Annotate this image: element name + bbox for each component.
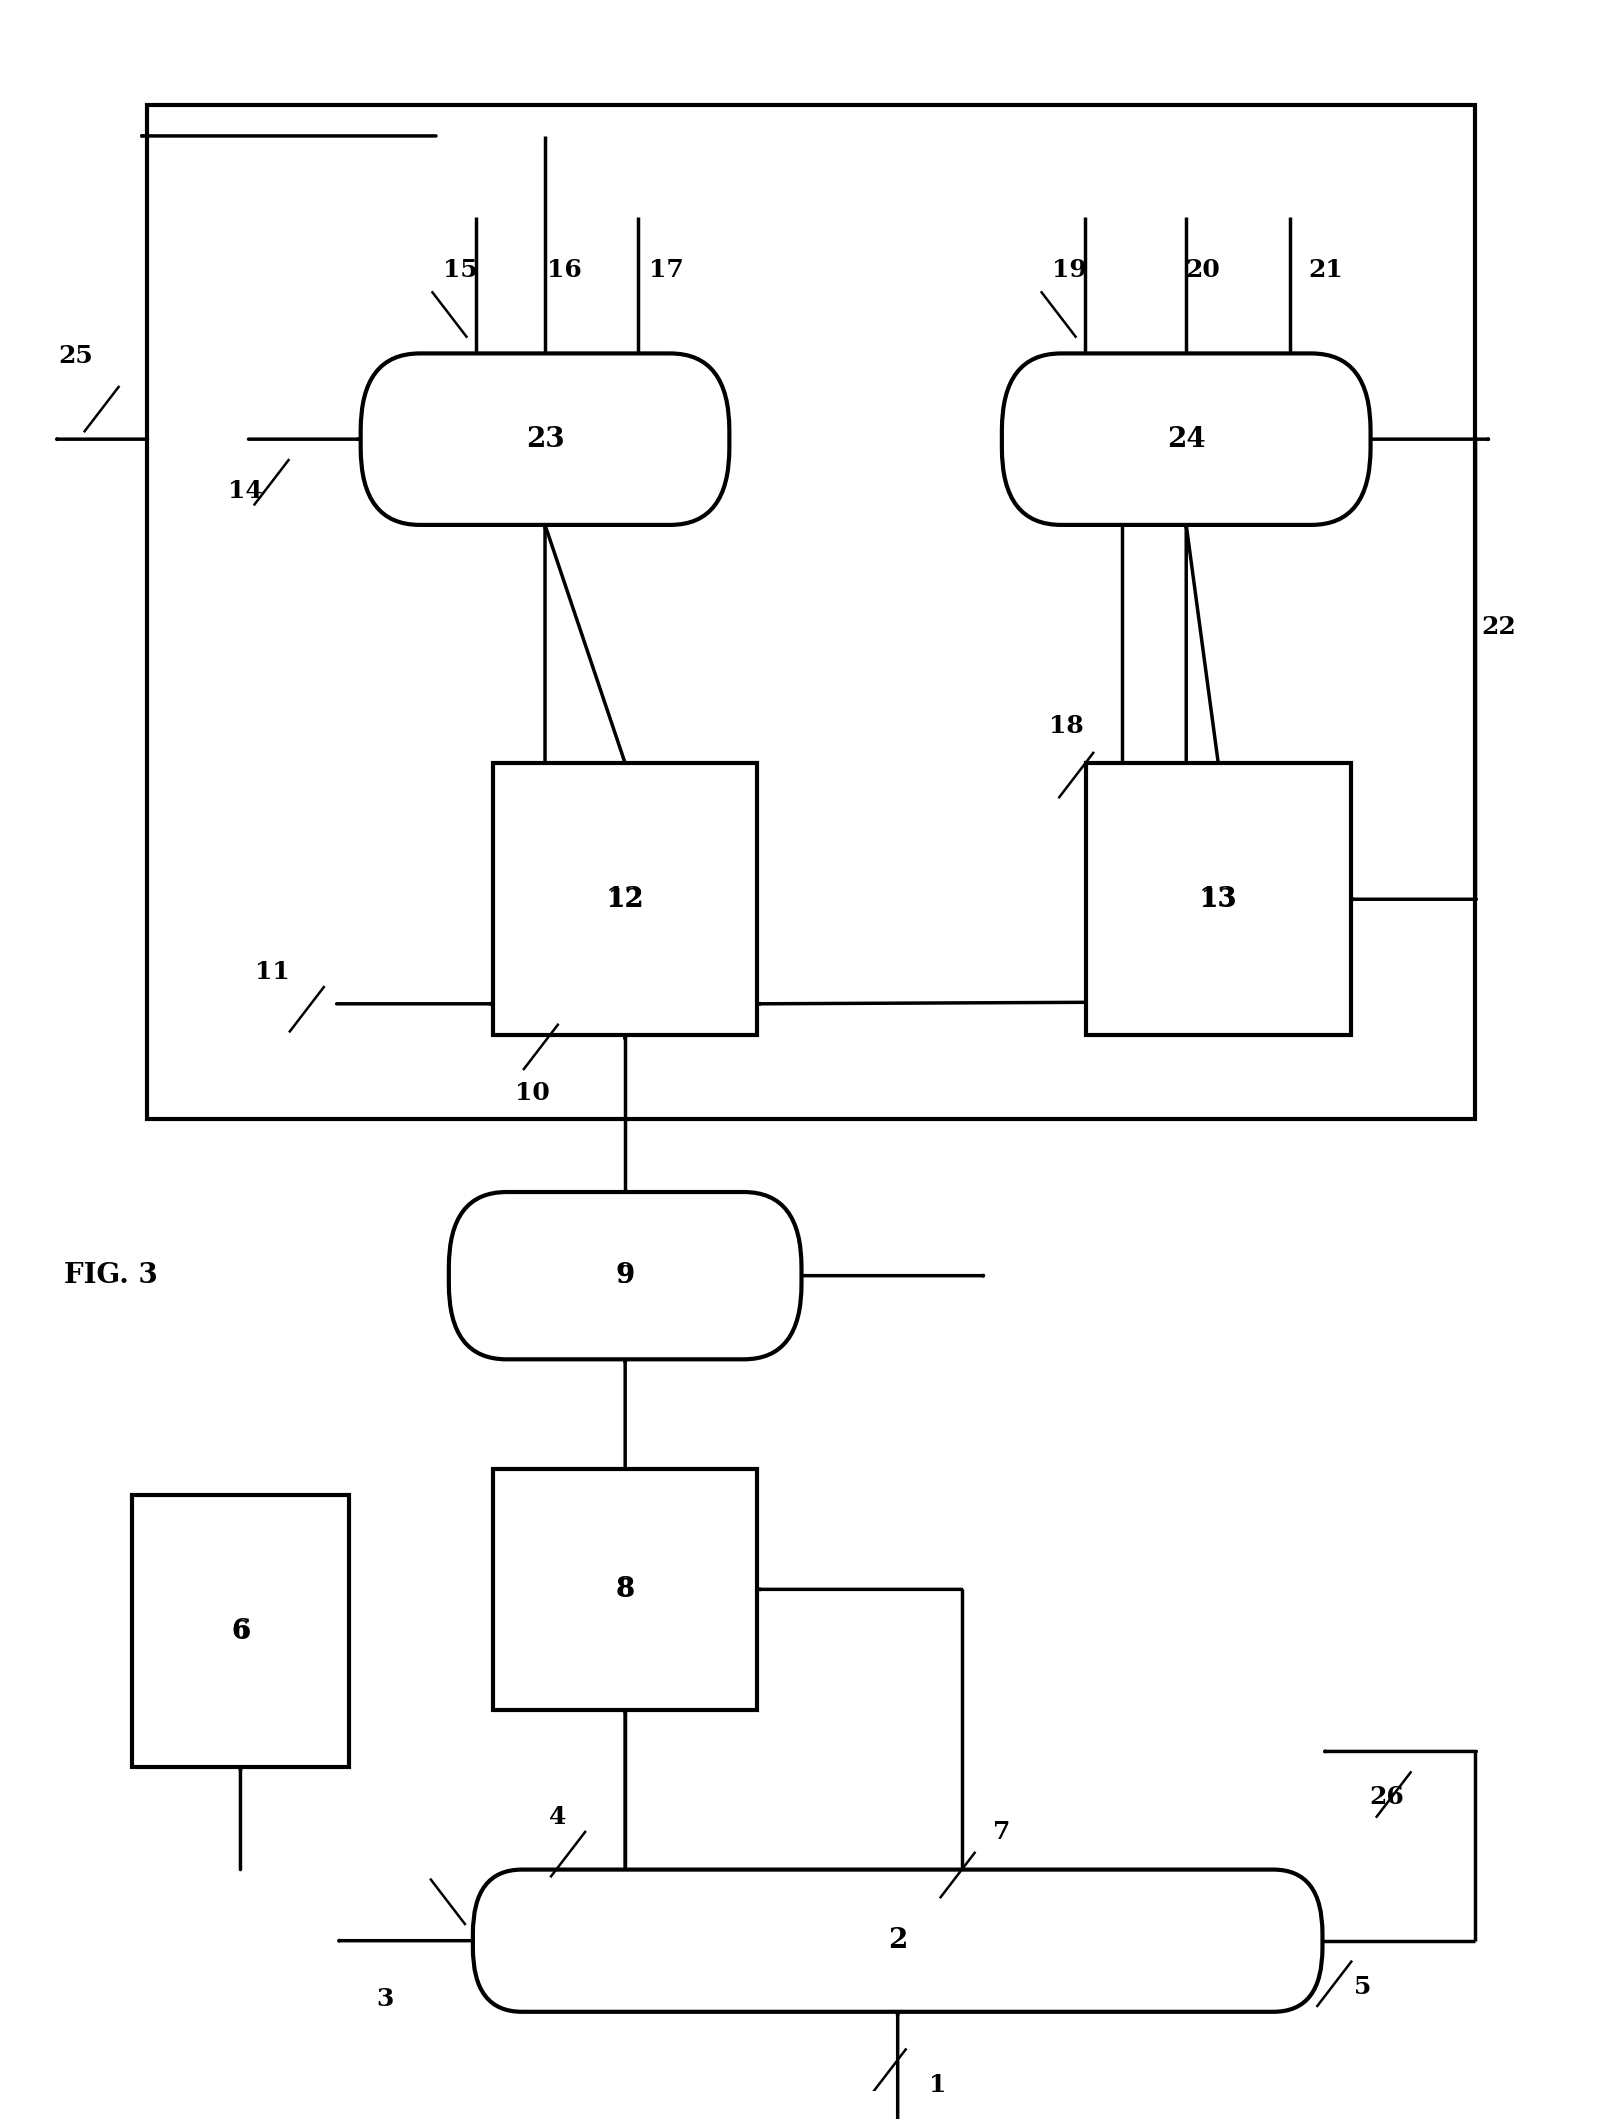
- Text: 6: 6: [231, 1617, 250, 1644]
- Text: 3: 3: [377, 1988, 393, 2011]
- FancyBboxPatch shape: [1087, 763, 1351, 1036]
- Text: 12: 12: [608, 888, 643, 911]
- FancyBboxPatch shape: [473, 1869, 1322, 2011]
- Text: 16: 16: [547, 259, 582, 282]
- Text: 13: 13: [1199, 886, 1238, 913]
- Text: 7: 7: [994, 1820, 1010, 1844]
- Text: 17: 17: [649, 259, 684, 282]
- Text: 18: 18: [1048, 714, 1084, 737]
- FancyBboxPatch shape: [494, 763, 758, 1036]
- Text: 6: 6: [232, 1619, 248, 1642]
- FancyBboxPatch shape: [1002, 354, 1371, 526]
- FancyBboxPatch shape: [361, 354, 729, 526]
- Text: 23: 23: [526, 426, 564, 453]
- Text: 8: 8: [616, 1577, 635, 1602]
- Text: 14: 14: [228, 479, 263, 504]
- Text: 22: 22: [1481, 615, 1516, 640]
- Text: 19: 19: [1052, 259, 1087, 282]
- Text: 12: 12: [606, 886, 644, 913]
- FancyBboxPatch shape: [494, 1468, 758, 1710]
- Text: 1: 1: [930, 2072, 946, 2098]
- Text: 26: 26: [1369, 1786, 1404, 1810]
- FancyBboxPatch shape: [449, 1193, 802, 1358]
- Text: 11: 11: [255, 960, 290, 985]
- Text: 8: 8: [617, 1577, 633, 1602]
- Text: FIG. 3: FIG. 3: [64, 1263, 157, 1288]
- Text: 4: 4: [550, 1805, 566, 1829]
- Text: 21: 21: [1308, 259, 1343, 282]
- Text: 15: 15: [442, 259, 478, 282]
- Text: 20: 20: [1185, 259, 1220, 282]
- Text: 10: 10: [515, 1081, 550, 1104]
- Text: 2: 2: [888, 1926, 907, 1954]
- Text: 9: 9: [616, 1263, 635, 1288]
- Text: 5: 5: [1355, 1975, 1371, 1998]
- Text: 13: 13: [1201, 888, 1236, 911]
- Text: 25: 25: [58, 343, 93, 367]
- FancyBboxPatch shape: [131, 1496, 348, 1767]
- Bar: [147, 104, 1475, 1119]
- Text: 24: 24: [1167, 426, 1205, 453]
- Text: 9: 9: [617, 1263, 633, 1288]
